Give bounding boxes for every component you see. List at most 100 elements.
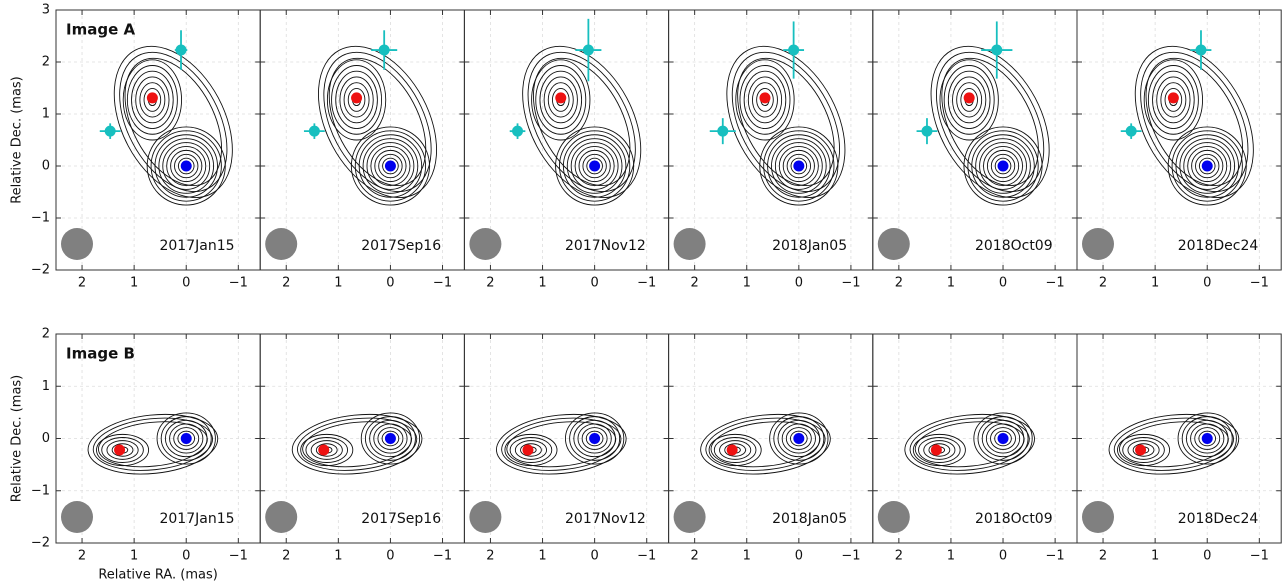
point — [384, 433, 396, 444]
point — [582, 44, 594, 56]
x-tick-label: 0 — [1203, 276, 1211, 291]
x-tick-label: 0 — [1203, 549, 1211, 564]
contour — [315, 443, 338, 457]
panel: 2 1 0 −1 2018Oct09 — [872, 9, 1078, 291]
x-tick-label: −1 — [841, 549, 860, 564]
contour — [747, 76, 783, 124]
x-tick-label: 2 — [1099, 276, 1107, 291]
point — [1201, 433, 1213, 444]
contour — [173, 427, 200, 450]
y-tick-label: 0 — [42, 159, 50, 174]
contour — [335, 70, 378, 129]
y-axis-label: Relative Dec. (mas) — [10, 375, 25, 503]
contour — [531, 59, 591, 141]
point — [991, 44, 1003, 56]
contour — [177, 430, 196, 447]
contour — [1117, 433, 1171, 467]
contour — [1175, 134, 1239, 198]
date-label: 2017Sep16 — [361, 238, 441, 254]
contour — [150, 130, 222, 202]
x-tick-label: 0 — [386, 276, 394, 291]
point — [589, 433, 601, 444]
contour — [983, 146, 1024, 186]
date-label: 2017Jan15 — [159, 511, 234, 527]
contour — [1113, 417, 1234, 471]
contour — [177, 157, 195, 175]
x-tick-label: −1 — [1250, 276, 1269, 291]
contours — [522, 45, 642, 206]
point — [788, 44, 800, 56]
contour — [778, 146, 819, 186]
contour — [930, 45, 1050, 199]
contour — [1183, 142, 1232, 190]
contour — [586, 157, 603, 175]
panel-label: Image A — [66, 21, 135, 39]
contour — [1156, 76, 1191, 124]
x-tick-label: 2 — [1099, 549, 1107, 564]
point — [717, 125, 729, 137]
contour — [1179, 138, 1236, 194]
contour — [378, 153, 403, 179]
x-tick-label: 1 — [130, 276, 138, 291]
x-tick-label: −1 — [229, 276, 248, 291]
contour — [1187, 146, 1228, 186]
x-tick-label: 1 — [1151, 276, 1159, 291]
contours — [113, 45, 233, 206]
contour — [381, 430, 400, 447]
x-tick-label: 2 — [78, 276, 86, 291]
contour — [555, 126, 635, 206]
panel: 2 1 0 −1 −2 −1 0 1 2 Image B 2017Jan15 Relative Dec… — [10, 327, 261, 583]
frame — [55, 9, 261, 271]
y-tick-label: 1 — [42, 379, 50, 394]
point — [1167, 92, 1179, 104]
contour — [773, 416, 825, 461]
x-tick-label: 1 — [334, 549, 342, 564]
contour — [174, 153, 199, 179]
contour — [131, 70, 174, 129]
contours — [930, 45, 1050, 206]
contour — [577, 423, 612, 454]
contour — [374, 149, 407, 183]
contour — [986, 149, 1020, 183]
contour — [522, 45, 642, 199]
contour — [543, 76, 578, 124]
x-tick-label: 0 — [182, 276, 190, 291]
x-tick-label: 1 — [538, 276, 546, 291]
contour — [939, 59, 999, 141]
point — [175, 44, 187, 56]
contour — [317, 45, 438, 199]
y-tick-label: 2 — [42, 55, 50, 70]
contour — [347, 87, 366, 112]
point — [997, 160, 1009, 172]
contour — [520, 443, 542, 457]
contour — [539, 70, 583, 129]
contour — [771, 138, 827, 194]
x-tick-label: 2 — [691, 549, 699, 564]
contour — [358, 134, 423, 198]
contour — [373, 423, 408, 454]
contour — [527, 51, 636, 193]
x-tick-label: 0 — [795, 549, 803, 564]
contour — [562, 134, 627, 198]
frame — [1076, 333, 1282, 544]
contour — [496, 413, 627, 475]
x-tick-label: −1 — [1046, 276, 1065, 291]
point — [522, 444, 534, 456]
x-tick-label: −1 — [229, 549, 248, 564]
x-tick-label: 0 — [590, 276, 598, 291]
contour — [535, 65, 587, 135]
contour — [1185, 419, 1229, 458]
y-axis-label: Relative Dec. (mas) — [10, 76, 25, 204]
contour — [170, 149, 203, 183]
x-tick-label: 0 — [999, 276, 1007, 291]
contour — [111, 443, 134, 457]
contour — [122, 59, 182, 141]
point — [318, 444, 330, 456]
contour — [1127, 440, 1160, 460]
frame — [668, 9, 874, 271]
y-tick-label: 0 — [42, 431, 50, 446]
point — [378, 44, 390, 56]
contour — [162, 142, 211, 190]
contour — [952, 76, 987, 124]
